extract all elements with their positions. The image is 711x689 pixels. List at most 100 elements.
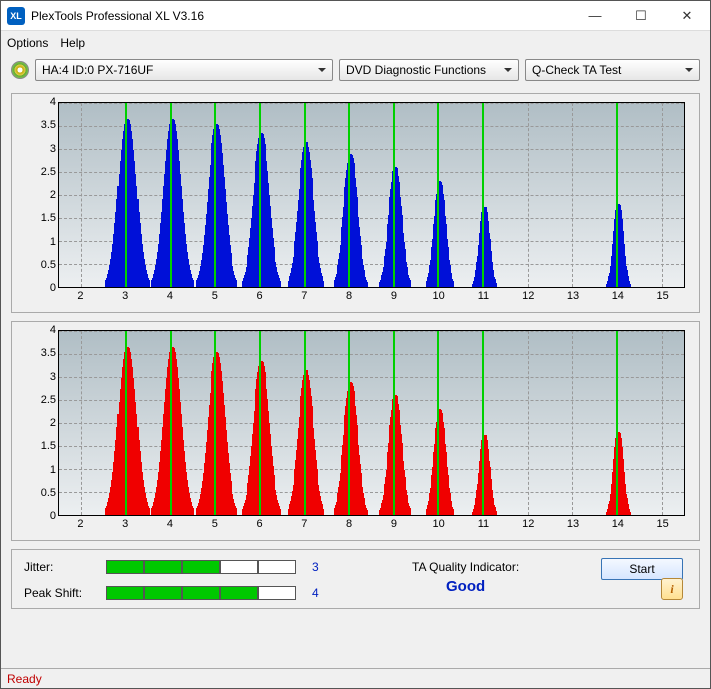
x-tick-label: 10 [433,290,445,302]
window-title: PlexTools Professional XL V3.16 [31,9,572,23]
marker-line [348,331,350,515]
peakshift-label: Peak Shift: [24,586,96,600]
diagnostic-select-value: DVD Diagnostic Functions [346,63,486,77]
segment [106,586,144,600]
y-tick-label: 3.5 [20,119,56,131]
x-tick-label: 11 [478,518,489,530]
y-tick-label: 1.5 [20,212,56,224]
y-tick-label: 0 [20,282,56,294]
info-button[interactable]: i [661,578,683,600]
segment [182,586,220,600]
minimize-button[interactable]: — [572,1,618,31]
peakshift-bar [106,586,296,600]
x-tick-label: 14 [612,518,624,530]
y-tick-label: 4 [20,96,56,108]
metrics: Jitter: 3 Peak Shift: 4 [24,560,319,600]
y-tick-label: 1 [20,464,56,476]
quality-label: TA Quality Indicator: [412,560,519,574]
y-tick-label: 0.5 [20,487,56,499]
marker-line [348,103,350,287]
x-tick-label: 2 [77,518,83,530]
x-tick-label: 8 [346,518,352,530]
x-tick-label: 8 [346,290,352,302]
y-tick-label: 1.5 [20,440,56,452]
x-tick-label: 9 [391,518,397,530]
chart-top-panel: 00.511.522.533.5423456789101112131415 [11,93,700,313]
chart-bottom-panel: 00.511.522.533.5423456789101112131415 [11,321,700,541]
y-tick-label: 2 [20,417,56,429]
peakshift-row: Peak Shift: 4 [24,586,319,600]
x-tick-label: 4 [167,290,173,302]
y-tick-label: 4 [20,324,56,336]
menu-help[interactable]: Help [60,36,85,50]
marker-line [125,331,127,515]
jitter-label: Jitter: [24,560,96,574]
test-select-value: Q-Check TA Test [532,63,621,77]
x-tick-label: 7 [301,518,307,530]
drive-select-value: HA:4 ID:0 PX-716UF [42,63,153,77]
quality-value: Good [412,578,519,595]
marker-line [214,331,216,515]
quality-indicator: TA Quality Indicator: Good [412,560,519,595]
segment [220,586,258,600]
drive-select[interactable]: HA:4 ID:0 PX-716UF [35,59,333,81]
results-panel: Jitter: 3 Peak Shift: 4 TA Quality Indic… [11,549,700,609]
x-tick-label: 5 [212,518,218,530]
marker-line [393,103,395,287]
marker-line [482,331,484,515]
marker-line [259,103,261,287]
start-button[interactable]: Start [601,558,683,580]
x-tick-label: 11 [478,290,489,302]
marker-line [437,103,439,287]
status-text: Ready [7,672,42,686]
chart-bottom-plot [58,330,685,516]
menubar: Options Help [1,31,710,55]
y-tick-label: 3 [20,371,56,383]
y-tick-label: 1 [20,236,56,248]
marker-line [304,331,306,515]
marker-line [170,103,172,287]
x-tick-label: 6 [256,290,262,302]
x-tick-label: 15 [656,290,668,302]
marker-line [616,331,618,515]
segment [258,560,296,574]
y-tick-label: 3 [20,143,56,155]
marker-line [437,331,439,515]
y-tick-label: 0.5 [20,259,56,271]
diagnostic-select[interactable]: DVD Diagnostic Functions [339,59,519,81]
jitter-bar [106,560,296,574]
x-tick-label: 3 [122,518,128,530]
content-area: 00.511.522.533.5423456789101112131415 00… [1,85,710,668]
segment [258,586,296,600]
marker-line [259,331,261,515]
app-icon: XL [7,7,25,25]
toolbar: HA:4 ID:0 PX-716UF DVD Diagnostic Functi… [1,55,710,85]
y-tick-label: 0 [20,510,56,522]
app-window: XL PlexTools Professional XL V3.16 — ☐ ✕… [0,0,711,689]
jitter-row: Jitter: 3 [24,560,319,574]
close-button[interactable]: ✕ [664,1,710,31]
marker-line [304,103,306,287]
x-tick-label: 2 [77,290,83,302]
maximize-button[interactable]: ☐ [618,1,664,31]
titlebar: XL PlexTools Professional XL V3.16 — ☐ ✕ [1,1,710,31]
marker-line [482,103,484,287]
jitter-value: 3 [312,560,319,574]
x-tick-label: 13 [567,290,579,302]
test-select[interactable]: Q-Check TA Test [525,59,700,81]
y-tick-label: 2 [20,189,56,201]
peakshift-value: 4 [312,586,319,600]
marker-line [170,331,172,515]
marker-line [393,331,395,515]
x-tick-label: 4 [167,518,173,530]
y-tick-label: 2.5 [20,394,56,406]
window-controls: — ☐ ✕ [572,1,710,31]
segment [144,560,182,574]
x-tick-label: 13 [567,518,579,530]
disc-icon [11,61,29,79]
x-tick-label: 12 [522,290,534,302]
x-tick-label: 14 [612,290,624,302]
marker-line [214,103,216,287]
chart-top-plot [58,102,685,288]
menu-options[interactable]: Options [7,36,48,50]
